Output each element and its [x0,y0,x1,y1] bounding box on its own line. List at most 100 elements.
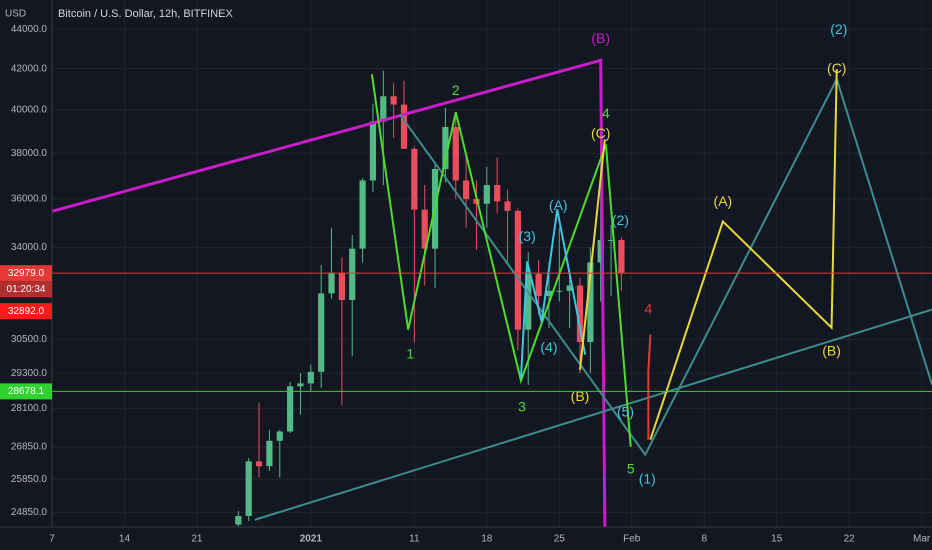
y-tick-label: 26850.0 [11,442,48,453]
candle-body [566,285,573,291]
drawing-line [254,308,932,521]
chart-title: Bitcoin / U.S. Dollar, 12h, BITFINEX [58,8,234,20]
x-tick-label: 7 [49,534,55,545]
y-tick-label: 30500.0 [11,334,48,345]
drawing-line [579,139,606,370]
drawing-line [519,209,587,378]
wave-label: 5 [627,460,635,476]
drawing-line [52,58,607,527]
wave-label: 3 [518,398,526,414]
candle-body [369,121,377,181]
candle-body [607,239,615,241]
price-tag [0,383,52,400]
candle-body [442,126,449,170]
currency-label: USD [5,9,26,20]
y-tick-label: 25850.0 [11,474,48,485]
wave-label: (A) [714,193,733,209]
drawing-line [647,334,652,440]
candle-body [266,440,273,467]
drawing-line [370,74,632,447]
wave-label: (3) [519,228,536,244]
candle-body [514,210,521,330]
candle-body [255,461,263,467]
wave-label: (4) [540,339,557,355]
candle-body [287,386,294,432]
candle-body [504,201,511,211]
wave-label: (1) [639,471,656,487]
candle-body [318,293,325,372]
x-tick-label: 22 [844,534,856,545]
price-tag [0,265,52,282]
wave-label: 4 [644,300,652,316]
candle-body [349,248,356,300]
price-tag-label: 32979.0 [8,268,45,279]
drawing-line [399,76,932,457]
x-tick-label: 11 [409,534,420,545]
x-tick-label: 8 [701,534,707,545]
candle-body [452,126,459,181]
drawing-line [649,69,838,440]
y-tick-label: 36000.0 [11,194,48,205]
candle-body [328,272,335,294]
y-tick-label: 34000.0 [11,242,48,253]
last-price-tag [0,303,52,320]
candle-body [276,431,283,441]
candle-body [338,272,345,300]
candle-body [463,180,470,200]
candle-body [576,285,584,343]
x-tick-label: Feb [623,534,641,545]
wave-label: (C) [591,125,610,141]
candle-body [359,180,366,249]
candle-body [597,239,604,263]
candle-body [297,383,304,387]
candle-body [235,515,242,525]
wave-label: (A) [549,197,568,213]
axes: 44000.0 42000.0 40000.0 38000.0 36000.0 34000… [0,24,931,545]
countdown-label: 01:20:34 [7,284,46,295]
y-tick-label: 29300.0 [11,368,48,379]
candle-body [411,148,418,210]
x-tick-label: 18 [481,534,493,545]
wave-label: (B) [571,388,590,404]
y-tick-label: 28100.0 [11,403,48,414]
wave-label: (B) [591,30,610,46]
y-tick-label: 38000.0 [11,148,48,159]
countdown-tag [0,281,52,298]
candle-body [545,290,553,297]
candle-body [618,239,625,274]
y-tick-label: 24850.0 [11,507,48,518]
candle-body [535,273,542,297]
x-tick-label: 21 [191,534,203,545]
wave-label: 1 [406,345,414,361]
candle-body [400,104,408,149]
wave-label: (2) [612,212,629,228]
candle-body [494,185,501,202]
candle-body [556,290,563,292]
last-price-label: 32892.0 [8,306,45,317]
x-tick-label: 2021 [300,534,323,545]
candle-body [587,262,594,343]
x-tick-label: Mar [913,534,931,545]
x-tick-label: 15 [771,534,783,545]
candle-body [483,185,490,204]
wave-label: (5) [617,404,634,420]
candle-body [390,96,397,105]
candle-body [525,273,532,330]
y-tick-label: 44000.0 [11,24,48,35]
candle-body [421,209,428,249]
wave-label: 2 [452,82,460,98]
y-tick-label: 40000.0 [11,105,48,116]
y-tick-label: 42000.0 [11,63,48,74]
wave-label: (B) [822,342,841,358]
candle-body [307,371,314,384]
wave-label: (2) [830,21,847,37]
candle-body [380,96,387,122]
candle-body [245,461,252,516]
x-tick-label: 14 [119,534,131,545]
x-tick-label: 25 [554,534,566,545]
wave-label: 4 [602,105,610,121]
plot-area: (B) 1 2 3 4 5 (C) (B) (A) (B) (C) (2) (1) (5) (3) (4) (A… [52,21,932,527]
